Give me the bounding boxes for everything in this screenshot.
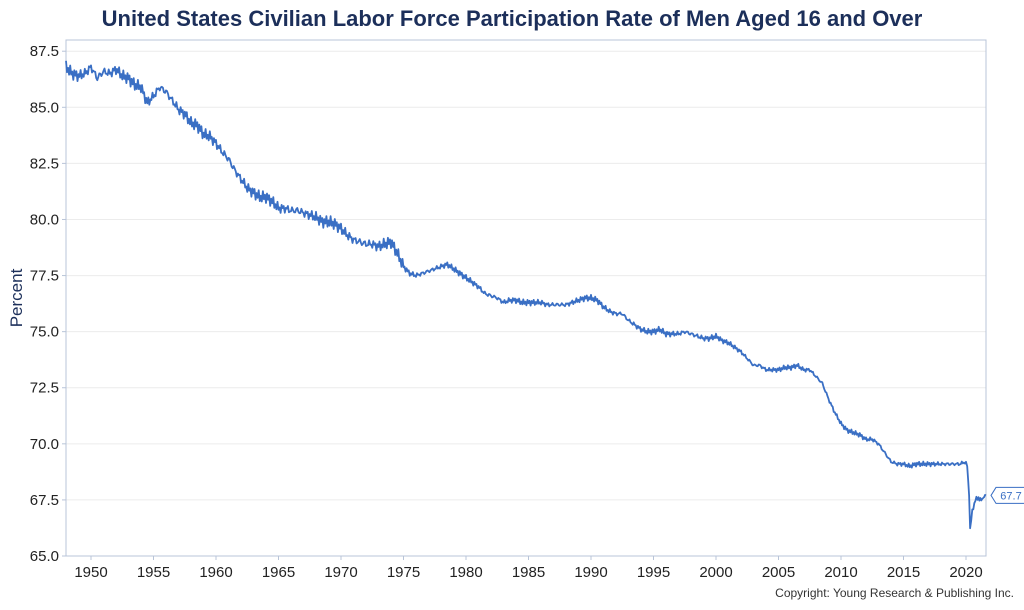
y-tick-label: 80.0 bbox=[30, 211, 59, 228]
y-tick-label: 67.5 bbox=[30, 492, 59, 509]
x-tick-label: 1970 bbox=[324, 564, 357, 581]
x-tick-label: 1960 bbox=[199, 564, 232, 581]
y-tick-label: 82.5 bbox=[30, 155, 59, 172]
y-tick-label: 70.0 bbox=[30, 436, 59, 453]
y-tick-label: 72.5 bbox=[30, 380, 59, 397]
y-tick-label: 65.0 bbox=[30, 548, 59, 565]
x-tick-label: 1985 bbox=[512, 564, 545, 581]
x-tick-label: 1995 bbox=[637, 564, 670, 581]
x-tick-label: 1950 bbox=[74, 564, 107, 581]
x-tick-label: 2015 bbox=[887, 564, 920, 581]
x-tick-label: 2005 bbox=[762, 564, 795, 581]
y-axis-ticks: 65.0 67.5 70.0 72.5 75.0 77.5 80.0 82.5 85.0 87.5 bbox=[30, 43, 66, 565]
grid-lines bbox=[66, 50, 986, 557]
x-tick-label: 1980 bbox=[449, 564, 482, 581]
y-tick-label: 75.0 bbox=[30, 324, 59, 341]
y-tick-label: 87.5 bbox=[30, 43, 59, 60]
x-tick-label: 2000 bbox=[699, 564, 732, 581]
end-value-label: 67.7 bbox=[1000, 490, 1021, 502]
end-value-callout-box bbox=[990, 486, 1024, 504]
x-tick-label: 1990 bbox=[574, 564, 607, 581]
plot-area-frame bbox=[65, 39, 987, 557]
end-value-callout: 67.7 bbox=[990, 486, 1024, 504]
x-tick-label: 1975 bbox=[387, 564, 420, 581]
chart-title: United States Civilian Labor Force Parti… bbox=[101, 6, 923, 31]
x-axis-ticks: 1950 1955 1960 1965 1970 1975 1980 1985 1990 1995… bbox=[74, 556, 983, 581]
y-tick-label: 77.5 bbox=[30, 268, 59, 285]
y-axis-label: Percent bbox=[7, 268, 26, 327]
x-tick-label: 2020 bbox=[949, 564, 982, 581]
x-tick-label: 1965 bbox=[262, 564, 295, 581]
x-tick-label: 2010 bbox=[824, 564, 857, 581]
y-tick-label: 85.0 bbox=[30, 99, 59, 116]
copyright-note: Copyright: Young Research & Publishing I… bbox=[775, 586, 1014, 600]
series-line bbox=[65, 60, 987, 530]
x-tick-label: 1955 bbox=[137, 564, 170, 581]
